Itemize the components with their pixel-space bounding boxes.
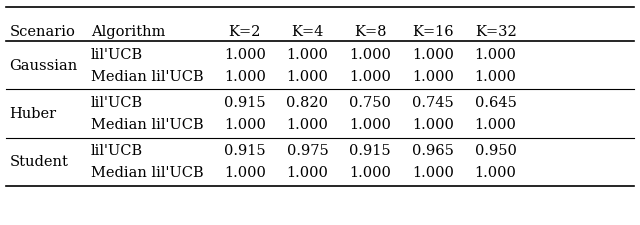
Text: 0.820: 0.820 xyxy=(287,96,328,110)
Text: 0.965: 0.965 xyxy=(412,144,454,158)
Text: 0.975: 0.975 xyxy=(287,144,328,158)
Text: Gaussian: Gaussian xyxy=(10,59,78,73)
Text: 1.000: 1.000 xyxy=(287,70,328,84)
Text: Median lil'UCB: Median lil'UCB xyxy=(91,166,204,180)
Text: 1.000: 1.000 xyxy=(224,48,266,62)
Text: 1.000: 1.000 xyxy=(475,118,516,132)
Text: 1.000: 1.000 xyxy=(475,48,516,62)
Text: lil'UCB: lil'UCB xyxy=(91,144,143,158)
Text: Algorithm: Algorithm xyxy=(91,25,166,39)
Text: 1.000: 1.000 xyxy=(224,166,266,180)
Text: 1.000: 1.000 xyxy=(412,166,454,180)
Text: 1.000: 1.000 xyxy=(287,48,328,62)
Text: 1.000: 1.000 xyxy=(349,166,391,180)
Text: Huber: Huber xyxy=(10,107,57,121)
Text: 0.745: 0.745 xyxy=(412,96,454,110)
Text: K=4: K=4 xyxy=(291,25,324,39)
Text: 1.000: 1.000 xyxy=(224,118,266,132)
Text: 0.915: 0.915 xyxy=(224,96,266,110)
Text: 0.645: 0.645 xyxy=(475,96,516,110)
Text: 0.915: 0.915 xyxy=(224,144,266,158)
Text: 1.000: 1.000 xyxy=(412,118,454,132)
Text: K=32: K=32 xyxy=(475,25,516,39)
Text: 1.000: 1.000 xyxy=(412,70,454,84)
Text: 1.000: 1.000 xyxy=(349,70,391,84)
Text: Median lil'UCB: Median lil'UCB xyxy=(91,70,204,84)
Text: Median lil'UCB: Median lil'UCB xyxy=(91,118,204,132)
Text: 0.915: 0.915 xyxy=(349,144,391,158)
Text: 0.950: 0.950 xyxy=(475,144,516,158)
Text: 1.000: 1.000 xyxy=(475,70,516,84)
Text: K=16: K=16 xyxy=(412,25,454,39)
Text: K=8: K=8 xyxy=(354,25,387,39)
Text: lil'UCB: lil'UCB xyxy=(91,48,143,62)
Text: 1.000: 1.000 xyxy=(475,166,516,180)
Text: lil'UCB: lil'UCB xyxy=(91,96,143,110)
Text: 1.000: 1.000 xyxy=(287,166,328,180)
Text: 1.000: 1.000 xyxy=(412,48,454,62)
Text: 1.000: 1.000 xyxy=(287,118,328,132)
Text: 1.000: 1.000 xyxy=(224,70,266,84)
Text: K=2: K=2 xyxy=(228,25,261,39)
Text: Student: Student xyxy=(10,155,68,169)
Text: 1.000: 1.000 xyxy=(349,118,391,132)
Text: 1.000: 1.000 xyxy=(349,48,391,62)
Text: Scenario: Scenario xyxy=(10,25,76,39)
Text: 0.750: 0.750 xyxy=(349,96,391,110)
